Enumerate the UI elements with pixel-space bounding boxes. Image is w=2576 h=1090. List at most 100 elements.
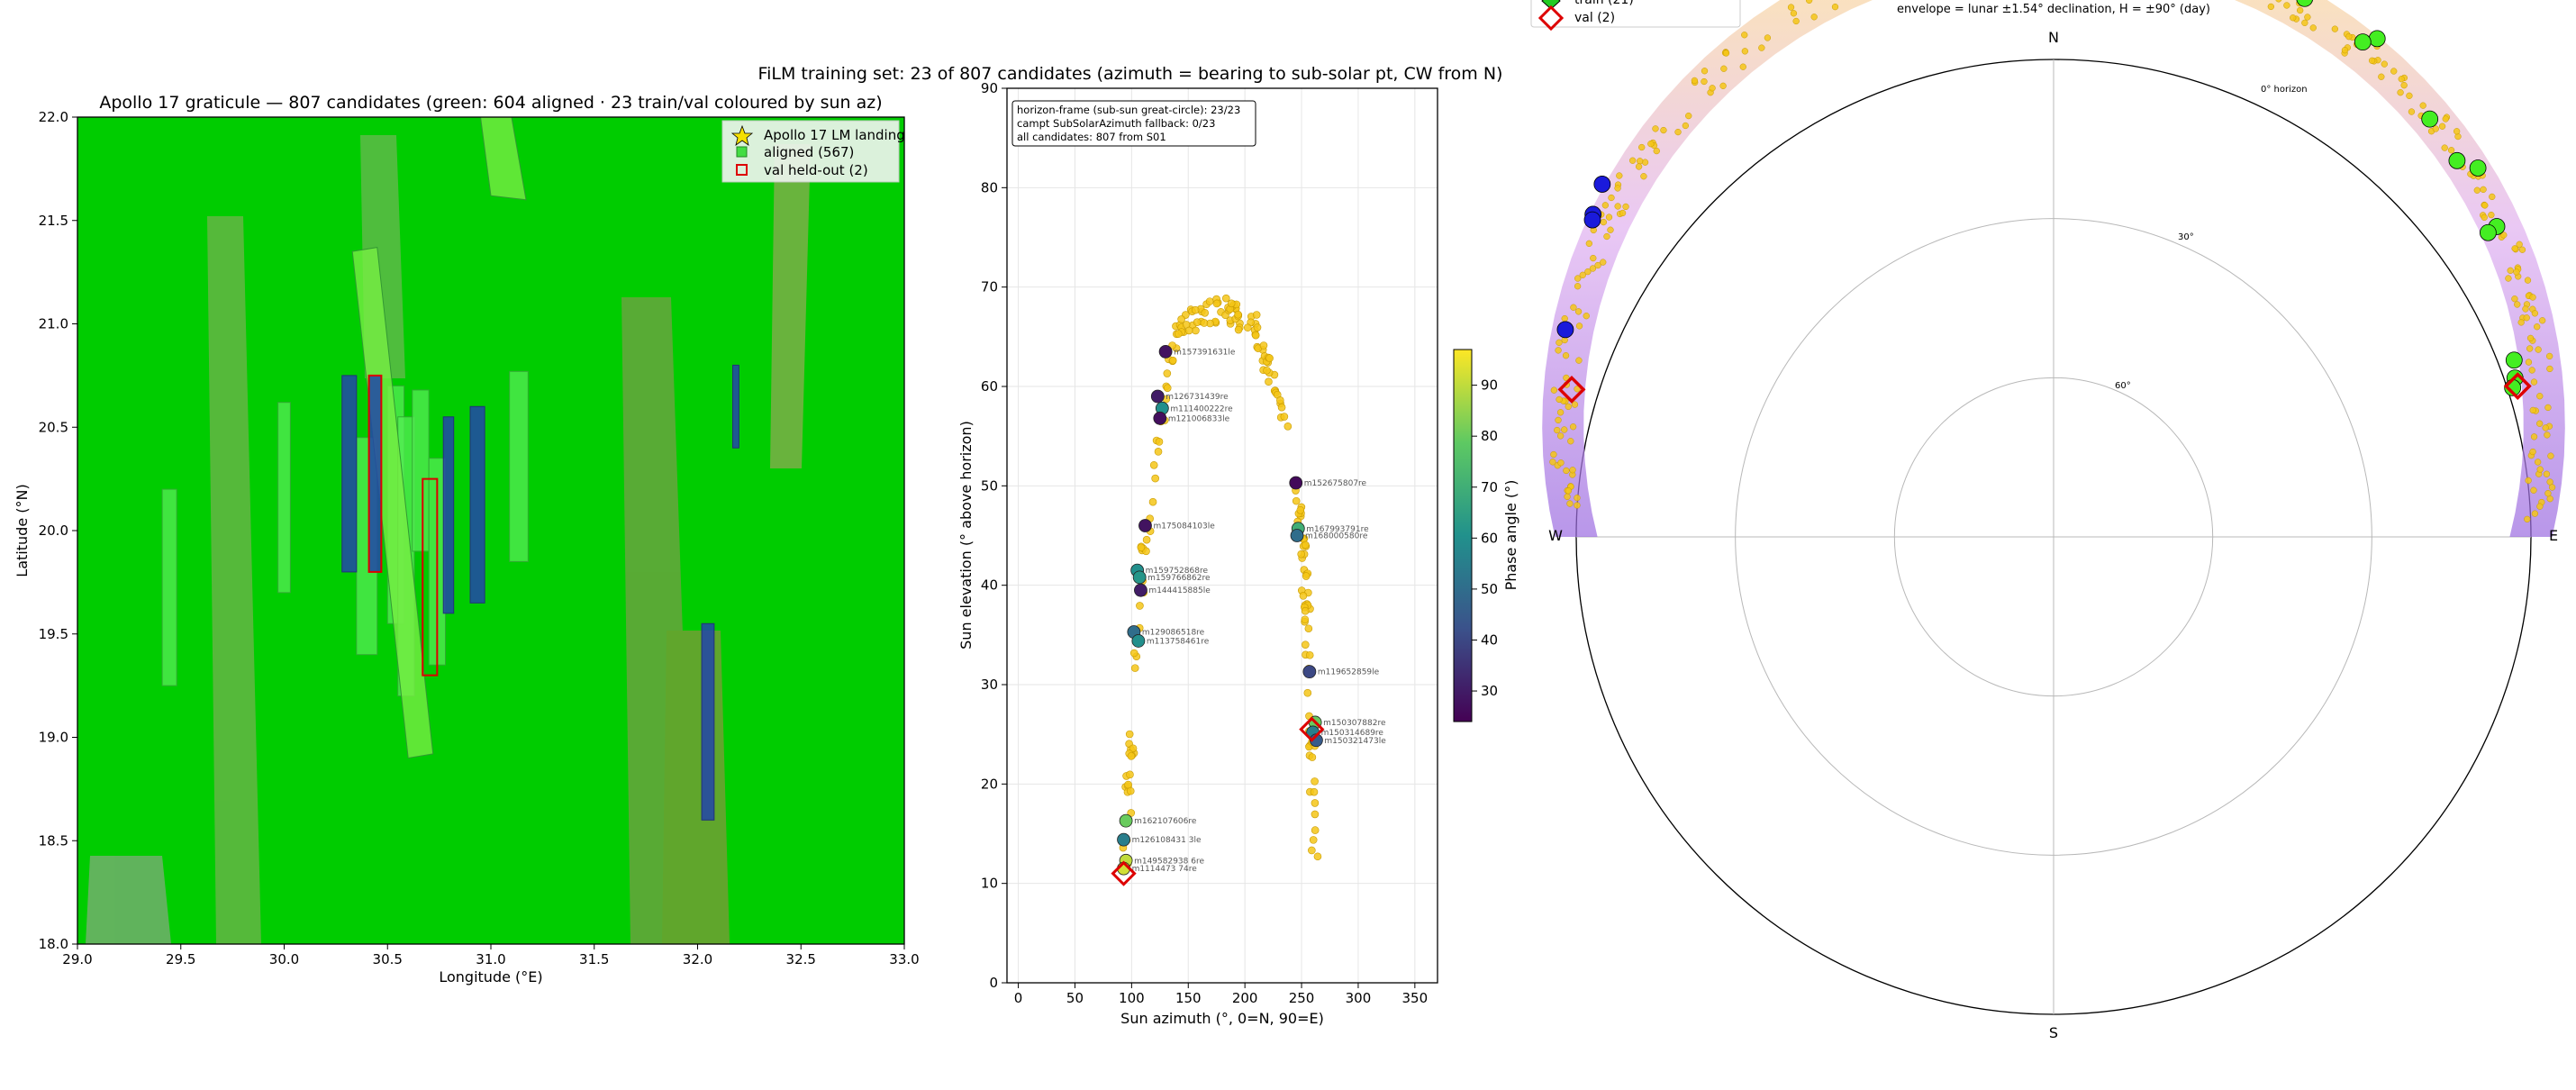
polar-candidate-point: [1574, 386, 1581, 393]
train-footprint: [368, 375, 382, 573]
scatter-x-tick-label: 50: [1066, 990, 1084, 1006]
train-point-label: m162107606re: [1134, 817, 1197, 826]
candidate-point: [1263, 366, 1271, 375]
polar-candidate-point: [1629, 157, 1637, 164]
polar-candidate-point: [1601, 202, 1609, 209]
polar-candidate-point: [1555, 416, 1562, 424]
map-y-ticks: 18.0 18.5 19.0 19.5 20.0 20.5 21.0 21.5 22.0: [39, 109, 77, 952]
map-x-tick-label: 31.0: [476, 951, 505, 967]
polar-candidate-point: [1574, 495, 1581, 502]
scatter-y-tick-label: 20: [981, 776, 998, 792]
candidate-point: [1129, 649, 1138, 658]
scatter-x-tick-label: 0: [1014, 990, 1023, 1006]
polar-candidate-point: [1647, 141, 1655, 148]
colorbar-tick-label: 80: [1481, 428, 1498, 444]
polar-train-point: [1556, 321, 1574, 339]
candidate-point: [1303, 688, 1312, 697]
train-point-label: m1114473 74re: [1132, 865, 1198, 874]
polar-candidate-point: [1555, 347, 1562, 354]
candidate-point: [1234, 310, 1242, 319]
polar-candidate-point: [1584, 268, 1592, 276]
polar-candidate-point: [1619, 209, 1627, 217]
scatter-x-tick-label: 150: [1175, 990, 1202, 1006]
polar-candidate-point: [1614, 203, 1621, 210]
candidate-point: [1302, 540, 1310, 550]
polar-candidate-point: [1574, 502, 1581, 509]
map-y-tick-label: 18.0: [39, 936, 68, 952]
polar-candidate-point: [1564, 493, 1571, 500]
polar-candidate-point: [1805, 0, 1813, 5]
aligned-footprint: [412, 389, 430, 552]
map-x-tick-label: 32.5: [786, 951, 816, 967]
map-y-tick-label: 19.0: [39, 730, 68, 746]
polar-candidate-point: [2547, 452, 2554, 459]
map-x-tick-label: 29.0: [62, 951, 92, 967]
aligned-footprint: [161, 488, 177, 686]
train-point-label: m129086518re: [1142, 629, 1205, 638]
polar-candidate-point: [2438, 123, 2446, 130]
polar-candidate-point: [2481, 202, 2489, 209]
candidate-point: [1280, 413, 1289, 421]
map-footprints: [161, 117, 739, 821]
val-point: [1299, 716, 1325, 742]
polar-candidate-point: [1608, 194, 1615, 202]
polar-candidate-point: [2535, 346, 2542, 353]
polar-val-points: [1557, 372, 2532, 404]
candidate-point: [1201, 309, 1210, 317]
map-ylabel: Latitude (°N): [14, 484, 31, 577]
train-point: [1158, 344, 1173, 359]
polar-candidate-point: [2523, 314, 2530, 322]
star-icon: [730, 124, 754, 146]
polar-candidate-point: [1585, 240, 1592, 247]
polar-candidate-point: [2524, 515, 2531, 523]
polar-candidate-point: [1685, 112, 1692, 120]
train-point: [1117, 832, 1130, 847]
train-point-label: m126108431 3le: [1132, 836, 1202, 845]
info-line-3: all candidates: 807 from S01: [1017, 131, 1166, 143]
polar-train-point: [2479, 223, 2497, 241]
candidate-point: [1302, 572, 1311, 580]
aligned-footprint: [480, 117, 527, 201]
polar-candidate-point: [1691, 77, 1699, 85]
scatter-x-tick-label: 200: [1232, 990, 1258, 1006]
candidate-point: [1155, 438, 1164, 446]
map-xlabel: Longitude (°E): [439, 968, 542, 986]
polar-candidate-point: [2378, 73, 2385, 80]
polar-candidate-point: [2511, 245, 2518, 252]
candidate-point: [1151, 474, 1159, 483]
map-panel: Apollo 17 graticule — 807 candidates (gr…: [14, 93, 920, 986]
candidate-point: [1302, 640, 1310, 649]
polar-candidate-point: [2511, 295, 2518, 303]
polar-candidate-point: [1571, 401, 1579, 408]
polar-candidate-point: [2536, 420, 2544, 427]
train-point: [1119, 813, 1133, 828]
candidate-point: [1163, 384, 1172, 392]
polar-candidate-point: [1616, 172, 1623, 179]
polar-candidate-point: [1701, 77, 1708, 86]
polar-candidate-point: [1556, 339, 1563, 346]
map-x-tick-label: 32.0: [683, 951, 712, 967]
polar-candidate-point: [1739, 63, 1746, 70]
candidate-point: [1311, 810, 1320, 819]
scatter-xlabel: Sun azimuth (°, 0=N, 90=E): [1120, 1010, 1324, 1027]
polar-candidate-point: [2419, 102, 2426, 109]
candidate-point: [1308, 753, 1317, 761]
polar-candidate-point: [2442, 115, 2449, 123]
train-point: [1132, 570, 1147, 585]
val-swatch-icon: [736, 164, 748, 176]
candidate-point: [1265, 377, 1273, 386]
polar-candidates: [1549, 0, 2556, 523]
polar-candidate-point: [1722, 50, 1730, 57]
polar-candidate-point: [2390, 68, 2398, 75]
scatter-y-tick-label: 10: [981, 876, 998, 892]
polar-candidate-point: [2473, 186, 2481, 194]
train-footprint: [341, 375, 358, 573]
polar-candidate-point: [2441, 144, 2448, 151]
scatter-x-tick-label: 350: [1402, 990, 1429, 1006]
map-y-tick-label: 18.5: [39, 832, 68, 849]
aligned-footprint: [509, 370, 529, 562]
polar-candidate-point: [1792, 17, 1800, 25]
colorbar-tick-label: 50: [1481, 581, 1498, 597]
polar-train-point: [2354, 33, 2372, 51]
polar-candidate-point: [1569, 467, 1576, 474]
